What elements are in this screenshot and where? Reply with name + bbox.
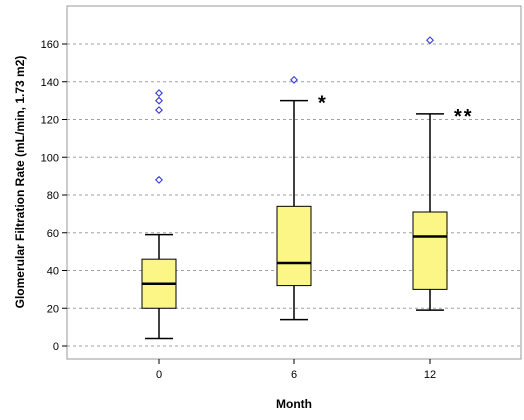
y-tick-label: 40 xyxy=(47,266,59,278)
outlier-point xyxy=(155,89,163,98)
y-tick-label: 100 xyxy=(41,152,59,164)
outlier-point xyxy=(155,106,163,115)
iqr-box xyxy=(412,211,448,290)
outlier-point xyxy=(155,175,163,184)
x-axis: 0 6 12 xyxy=(156,359,436,381)
iqr-box xyxy=(276,205,312,287)
y-tick-label: 60 xyxy=(47,228,59,240)
significance-marker: ** xyxy=(454,106,474,128)
x-tick-label: 0 xyxy=(156,369,162,381)
box-group-month-6: * xyxy=(276,75,328,321)
y-tick-label: 140 xyxy=(41,77,59,89)
y-tick-label: 20 xyxy=(47,303,59,315)
significance-marker: * xyxy=(318,93,328,115)
outlier-point xyxy=(426,36,434,45)
y-axis-title: Glomerular Filtration Rate (mL/min, 1.73… xyxy=(13,56,27,309)
y-tick-label: 80 xyxy=(47,190,59,202)
y-tick-label: 160 xyxy=(41,39,59,51)
outlier-point xyxy=(290,75,298,84)
y-tick-label: 0 xyxy=(53,341,59,353)
x-tick-label: 6 xyxy=(291,369,297,381)
x-axis-title: Month xyxy=(276,397,312,411)
box-group-month-0 xyxy=(141,89,177,340)
y-axis: 0 20 40 60 80 100 120 140 160 xyxy=(41,39,67,353)
x-tick-label: 12 xyxy=(424,369,436,381)
outlier-point xyxy=(155,96,163,105)
y-tick-label: 120 xyxy=(41,115,59,127)
box-group-month-12: ** xyxy=(412,36,474,311)
box-series: *** xyxy=(141,36,474,340)
